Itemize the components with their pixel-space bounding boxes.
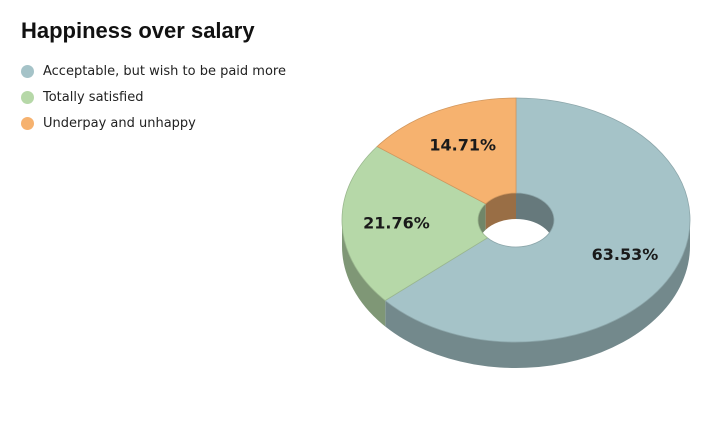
slice-side-acceptable-but-wish-to-be-paid-more: [385, 220, 690, 368]
slice-labels: 63.53% 21.76% 14.71%: [363, 135, 658, 264]
hole-wall-underpay-and-unhappy: [485, 193, 516, 230]
slice-underpay-and-unhappy: [376, 97, 517, 205]
hole-walls: [478, 193, 554, 246]
legend-item-underpay[interactable]: Underpay and unhappy: [21, 110, 286, 136]
slice-side-totally-satisfied: [342, 220, 386, 327]
chart-title: Happiness over salary: [21, 18, 255, 43]
legend-label-acceptable: Acceptable, but wish to be paid more: [43, 63, 286, 79]
slice-label-underpay-and-unhappy: 14.71%: [429, 135, 496, 154]
slice-acceptable-but-wish-to-be-paid-more: [384, 97, 691, 343]
legend-item-totally-satisfied[interactable]: Totally satisfied: [21, 84, 286, 110]
legend-swatch-totally-satisfied: [21, 90, 34, 104]
legend-item-acceptable[interactable]: Acceptable, but wish to be paid more: [21, 58, 286, 84]
slice-totally-satisfied: [341, 146, 489, 301]
legend-swatch-acceptable: [21, 64, 34, 78]
legend-swatch-underpay: [21, 116, 34, 130]
slice-label-totally-satisfied: 21.76%: [363, 214, 430, 233]
slice-tops: [341, 97, 691, 343]
legend-label-totally-satisfied: Totally satisfied: [43, 89, 144, 105]
hole-wall-acceptable-but-wish-to-be-paid-more: [516, 193, 554, 246]
slice-sides: [342, 220, 690, 368]
chart-legend: Acceptable, but wish to be paid more Tot…: [21, 58, 286, 136]
slice-label-acceptable-but-wish-to-be-paid-more: 63.53%: [592, 245, 659, 264]
legend-label-underpay: Underpay and unhappy: [43, 115, 196, 131]
